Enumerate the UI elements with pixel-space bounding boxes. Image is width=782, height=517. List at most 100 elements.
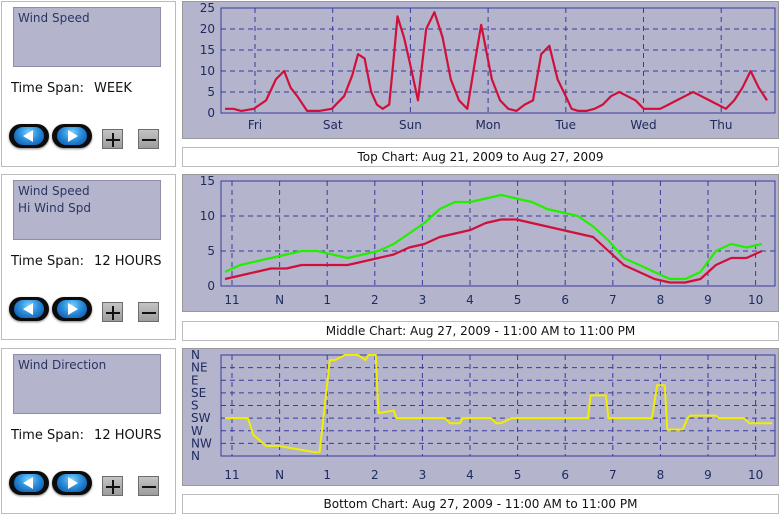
minus-icon [142,312,156,314]
series-line-wind-speed [225,11,768,113]
y-tick-label: 0 [207,279,215,293]
series-item[interactable]: Wind Speed [18,184,90,198]
x-tick-label: Fri [248,118,262,132]
zoom-out-button[interactable] [138,476,159,496]
x-tick-label: Sun [399,118,422,132]
x-tick-label: N [275,468,284,482]
series-line-wind-speed [224,218,763,284]
x-tick-label: 7 [609,293,617,307]
y-tick-label: 5 [207,244,215,258]
x-tick-label: 4 [466,293,474,307]
plot-frame [220,180,776,287]
zoom-in-button[interactable] [102,129,123,149]
middle-chart-caption: Middle Chart: Aug 27, 2009 - 11:00 AM to… [182,321,779,341]
time-span: Time Span: 12 HOURS [11,428,162,443]
x-tick-label: 5 [514,468,522,482]
middle-chart[interactable]: 05101511N123456789101 [182,174,779,312]
middle-chart-plot[interactable]: 05101511N123456789101 [183,175,780,313]
series-item[interactable]: Hi Wind Spd [18,201,91,215]
y-tick-label: NW [191,436,212,450]
time-span: Time Span: WEEK [11,81,132,96]
time-span-label: Time Span: [11,428,85,443]
top-series-list[interactable]: Wind Speed [13,7,161,67]
x-tick-label: 10 [748,293,763,307]
arrow-left-icon [23,130,33,142]
x-tick-label: 3 [419,293,427,307]
x-tick-label: Tue [555,118,577,132]
x-tick-label: Thu [709,118,733,132]
plus-icon [106,480,120,494]
x-tick-label: 2 [371,293,379,307]
x-tick-label: 3 [419,468,427,482]
time-span-label: Time Span: [11,254,85,269]
y-tick-label: 15 [200,175,215,188]
bottom-chart-caption: Bottom Chart: Aug 27, 2009 - 11:00 AM to… [182,494,779,514]
prev-button[interactable] [9,124,49,148]
y-tick-label: S [191,399,199,413]
x-tick-label: Wed [630,118,656,132]
time-span-value: 12 HOURS [94,254,162,269]
arrow-right-icon [68,477,78,489]
bottom-control-panel: Wind Direction Time Span: 12 HOURS [1,348,176,514]
x-tick-label: 8 [657,468,665,482]
plus-icon [106,306,120,320]
middle-series-list[interactable]: Wind Speed Hi Wind Spd [13,180,161,240]
x-tick-label: 11 [224,468,239,482]
arrow-right-icon [68,303,78,315]
next-button[interactable] [52,471,92,495]
x-tick-label: 1 [323,468,331,482]
x-tick-label: N [275,293,284,307]
x-tick-label: 8 [657,293,665,307]
middle-control-panel: Wind Speed Hi Wind Spd Time Span: 12 HOUR… [1,174,176,340]
plot-frame [220,354,776,457]
y-tick-label: 25 [200,2,215,15]
prev-button[interactable] [9,471,49,495]
bottom-chart-plot[interactable]: NNWWSWSSEENEN11N123456789101 [183,349,780,487]
plot-frame [220,7,776,114]
bottom-series-list[interactable]: Wind Direction [13,354,161,414]
bottom-chart[interactable]: NNWWSWSSEENEN11N123456789101 [182,348,779,486]
x-tick-label: Mon [475,118,500,132]
top-chart-caption: Top Chart: Aug 21, 2009 to Aug 27, 2009 [182,147,779,167]
y-tick-label: N [191,449,200,463]
zoom-in-button[interactable] [102,302,123,322]
next-button[interactable] [52,297,92,321]
series-item[interactable]: Wind Direction [18,358,107,372]
x-tick-label: 11 [224,293,239,307]
x-tick-label: 6 [561,293,569,307]
series-line-wind-direction [225,354,773,454]
arrow-left-icon [23,477,33,489]
time-span-value: 12 HOURS [94,428,162,443]
x-tick-label: Sat [323,118,343,132]
x-tick-label: 7 [609,468,617,482]
zoom-in-button[interactable] [102,476,123,496]
next-button[interactable] [52,124,92,148]
prev-button[interactable] [9,297,49,321]
top-chart-plot[interactable]: 0 5 10 15 20 25 Fri Sat Sun Mon Tue Wed Thu [183,2,780,140]
y-tick-label: 20 [200,22,215,36]
y-tick-label: SW [191,411,211,425]
y-tick-label: W [191,424,203,438]
top-chart[interactable]: 0 5 10 15 20 25 Fri Sat Sun Mon Tue Wed Thu [182,1,779,139]
x-tick-label: 2 [371,468,379,482]
x-tick-label: 6 [561,468,569,482]
time-span: Time Span: 12 HOURS [11,254,162,269]
y-tick-label: N [191,349,200,362]
x-tick-label: 5 [514,293,522,307]
y-tick-label: 0 [207,106,215,120]
y-tick-label: SE [191,386,206,400]
minus-icon [142,486,156,488]
series-item[interactable]: Wind Speed [18,11,90,25]
y-tick-label: 10 [200,64,215,78]
zoom-out-button[interactable] [138,129,159,149]
x-tick-label: 1 [323,293,331,307]
y-tick-label: 10 [200,209,215,223]
zoom-out-button[interactable] [138,302,159,322]
y-tick-label: NE [191,361,208,375]
y-tick-label: E [191,373,199,387]
time-span-value: WEEK [94,81,132,96]
x-tick-label: 10 [748,468,763,482]
x-tick-label: 9 [704,293,712,307]
minus-icon [142,139,156,141]
y-tick-label: 5 [207,85,215,99]
